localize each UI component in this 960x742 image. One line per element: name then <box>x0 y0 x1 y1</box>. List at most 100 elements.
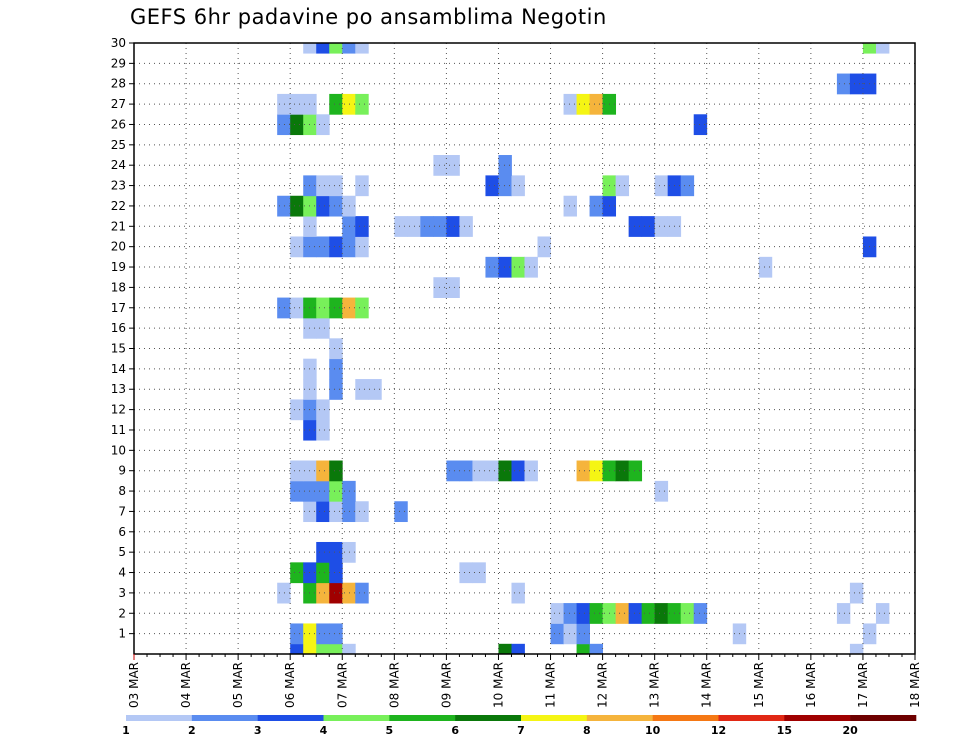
legend-label: 2 <box>188 724 196 737</box>
heatmap-cell <box>329 460 343 482</box>
heatmap-cell <box>459 460 473 482</box>
heatmap-cell <box>355 501 369 523</box>
heatmap-cell <box>628 603 643 624</box>
legend-swatch <box>455 715 522 721</box>
heatmap-cell <box>342 93 356 115</box>
heatmap-cell <box>303 43 317 54</box>
y-tick-label: 23 <box>111 179 126 193</box>
legend-swatch <box>652 715 719 721</box>
heatmap-cell <box>576 460 590 482</box>
heatmap-cell <box>394 501 408 523</box>
legend-label: 8 <box>583 724 591 737</box>
y-tick-label: 16 <box>111 321 126 335</box>
heatmap-cell <box>290 195 304 217</box>
heatmap-cell <box>342 480 356 502</box>
heatmap-cell <box>329 195 343 217</box>
y-tick-label: 17 <box>111 301 126 315</box>
y-tick-label: 5 <box>118 545 126 559</box>
heatmap-cell <box>641 216 656 237</box>
y-tick-label: 12 <box>111 403 126 417</box>
heatmap-cell <box>511 582 525 604</box>
heatmap-cell <box>654 603 669 624</box>
axes-layer: 1234567891011121314151617181920212223242… <box>111 36 922 708</box>
heatmap-cell <box>355 297 369 319</box>
y-tick-label: 18 <box>111 280 126 294</box>
heatmap-cell <box>316 643 330 655</box>
heatmap-cell <box>342 643 356 655</box>
y-tick-label: 27 <box>111 97 126 111</box>
heatmap-cell <box>498 643 512 655</box>
legend-swatch <box>389 715 456 721</box>
heatmap-cell <box>459 562 473 584</box>
legend-label: 1 <box>122 724 130 737</box>
heatmap-cell <box>446 155 460 176</box>
heatmap-cell <box>277 114 291 136</box>
heatmap-cell <box>368 379 382 400</box>
heatmap-cell <box>316 297 330 319</box>
y-tick-label: 7 <box>118 504 126 518</box>
heatmap-cell <box>316 541 330 563</box>
heatmap-cell <box>654 175 669 197</box>
heatmap-cell <box>511 460 525 482</box>
heatmap-cell <box>485 175 499 197</box>
y-tick-label: 6 <box>118 525 126 539</box>
heatmap-cell <box>329 582 343 604</box>
heatmap-cell <box>316 195 330 217</box>
heatmap-cell <box>433 155 447 176</box>
y-tick-label: 11 <box>111 423 126 437</box>
heatmap-cell <box>576 603 590 624</box>
heatmap-cell <box>563 195 577 217</box>
y-tick-label: 1 <box>118 627 126 641</box>
y-tick-label: 22 <box>111 199 126 213</box>
y-tick-label: 26 <box>111 117 126 131</box>
x-tick-label: 15 MAR <box>752 662 766 708</box>
heatmap-cell <box>654 216 669 237</box>
heatmap-cell <box>290 297 304 319</box>
y-tick-label: 19 <box>111 260 126 274</box>
heatmap-cell <box>849 643 864 655</box>
heatmap-cell <box>316 175 330 197</box>
heatmap-cell <box>316 562 330 584</box>
heatmap-cell <box>290 623 304 645</box>
x-tick-label: 13 MAR <box>648 662 662 708</box>
heatmap-cell <box>316 419 330 441</box>
y-tick-label: 25 <box>111 138 126 152</box>
heatmap-cell <box>862 43 877 54</box>
heatmap-cell <box>589 603 603 624</box>
x-tick-label: 03 MAR <box>127 662 141 708</box>
heatmap-cell <box>342 216 356 237</box>
heatmap-cell <box>329 541 343 563</box>
x-tick-label: 05 MAR <box>231 662 245 708</box>
heatmap-cell <box>641 603 656 624</box>
heatmap-cell <box>589 93 603 115</box>
heatmap-cell <box>329 562 343 584</box>
heatmap-cell <box>576 93 590 115</box>
heatmap-cell <box>615 175 630 197</box>
legend-label: 20 <box>843 724 859 737</box>
y-tick-label: 9 <box>118 464 126 478</box>
heatmap-cell <box>329 175 343 197</box>
x-tick-label: 14 MAR <box>700 662 714 708</box>
y-tick-label: 13 <box>111 382 126 396</box>
y-tick-label: 10 <box>111 443 126 457</box>
heatmap-cell <box>342 43 356 54</box>
legend-swatch <box>191 715 258 721</box>
heatmap-cell <box>329 643 343 655</box>
heatmap-cell <box>576 623 590 645</box>
heatmap-cell <box>654 480 669 502</box>
y-tick-label: 20 <box>111 240 126 254</box>
heatmap-cell <box>290 460 304 482</box>
x-tick-label: 06 MAR <box>283 662 297 708</box>
heatmap-cell <box>316 460 330 482</box>
legend-swatch <box>586 715 653 721</box>
heatmap-cell <box>329 501 343 523</box>
y-tick-label: 8 <box>118 484 126 498</box>
heatmap-cell <box>446 277 460 298</box>
x-tick-label: 18 MAR <box>908 662 922 708</box>
x-tick-label: 08 MAR <box>387 662 401 708</box>
heatmap-cell <box>875 43 890 54</box>
y-tick-label: 21 <box>111 219 126 233</box>
legend-swatch <box>126 715 193 721</box>
heatmap-cell <box>277 195 291 217</box>
y-tick-label: 4 <box>118 566 126 580</box>
